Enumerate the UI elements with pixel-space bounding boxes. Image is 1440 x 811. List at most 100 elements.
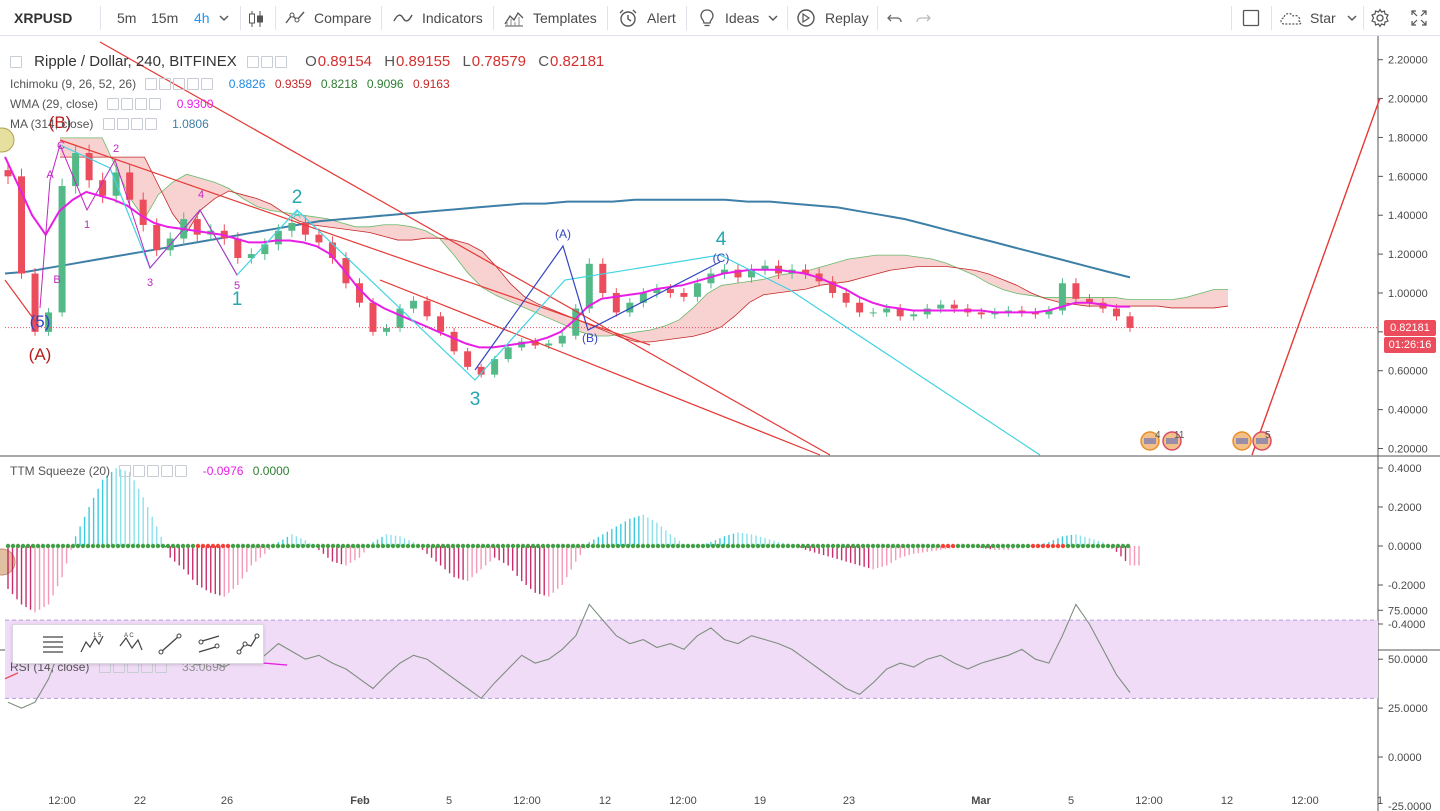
squeeze-dot [1080, 543, 1086, 549]
squeeze-dot [460, 543, 466, 549]
squeeze-dot [325, 543, 331, 549]
undo-button[interactable] [886, 0, 906, 36]
time-axis-label: 26 [221, 795, 233, 807]
event-count: 5 [1265, 430, 1271, 441]
chart-canvas[interactable]: 2.20000 2.00000 1.80000 1.60000 1.40000 1.200… [0, 36, 1440, 811]
squeeze-dot [415, 543, 421, 549]
squeeze-dot [145, 543, 151, 549]
rsi-tick-label: 50.0000 [1388, 654, 1428, 666]
replay-icon [797, 9, 815, 27]
settings-button[interactable] [1370, 0, 1392, 36]
squeeze-dot [870, 543, 876, 549]
candle-body [707, 273, 715, 284]
squeeze-dot [15, 543, 21, 549]
redo-button[interactable] [914, 0, 934, 36]
price-tick-label: 2.20000 [1388, 55, 1428, 67]
squeeze-dot [610, 543, 616, 549]
squeeze-dot [760, 543, 766, 549]
squeeze-dot [370, 543, 376, 549]
tool-path[interactable] [228, 625, 266, 663]
fullscreen-toggle-button[interactable] [1242, 0, 1262, 36]
squeeze-dot [1115, 543, 1121, 549]
squeeze-dot [225, 543, 231, 549]
interval-5m[interactable]: 5m [117, 10, 137, 26]
interval-dropdown[interactable] [218, 0, 230, 36]
rsi-line [7, 603, 1131, 709]
squeeze-dot [45, 543, 51, 549]
time-axis-label: 12:00 [669, 795, 697, 807]
candlesticks [4, 144, 1134, 378]
squeeze-dot [185, 543, 191, 549]
save-layout-button[interactable]: Star [1278, 0, 1360, 36]
chart-style-button[interactable] [246, 0, 268, 36]
ichimoku-lead-a: 0.9096 [366, 77, 404, 91]
interval-4h[interactable]: 4h [194, 10, 210, 26]
impulse-wave-icon: 1 5 [80, 633, 104, 653]
tool-fib-levels[interactable] [33, 625, 71, 663]
ma-value: 1.0806 [172, 117, 209, 131]
symbol-search[interactable]: XRPUSD [14, 10, 73, 26]
indicator-controls[interactable] [119, 465, 189, 480]
ichimoku-lead-b: 0.9163 [412, 77, 450, 91]
squeeze-dot [10, 543, 16, 549]
time-axis-label: 19 [754, 795, 766, 807]
chart-area[interactable]: 2.20000 2.00000 1.80000 1.60000 1.40000 1.200… [0, 36, 1440, 811]
indicators-button[interactable]: Indicators [392, 0, 492, 36]
candle-body [369, 302, 377, 332]
collapse-icon[interactable] [10, 55, 24, 72]
square-icon [1242, 9, 1260, 27]
squeeze-dot [135, 543, 141, 549]
templates-button[interactable]: Templates [503, 0, 603, 36]
indicator-controls[interactable] [102, 118, 159, 133]
ttm-tick-label: -0.4000 [1388, 619, 1425, 631]
ttm-legend: TTM Squeeze (20) -0.0976 0.0000 [10, 464, 289, 480]
tool-trend-line[interactable] [150, 625, 188, 663]
squeeze-dot [840, 543, 846, 549]
channel-icon [198, 635, 220, 653]
squeeze-dot [820, 543, 826, 549]
main-series-legend: Ripple / Dollar, 240, BITFINEX O0.89154 … [10, 53, 604, 72]
time-axis-label: Feb [350, 795, 370, 807]
squeeze-dot [690, 543, 696, 549]
flag-icon [1144, 438, 1156, 444]
squeeze-dot [960, 543, 966, 549]
maximize-button[interactable] [1410, 0, 1430, 36]
trend-line [4, 279, 39, 326]
squeeze-dot [730, 543, 736, 549]
tool-elliott-impulse[interactable]: 1 5 [72, 625, 110, 663]
toolbar-divider [240, 6, 241, 30]
squeeze-dot [480, 543, 486, 549]
compare-button[interactable]: Compare [284, 0, 374, 36]
squeeze-dot [625, 543, 631, 549]
squeeze-dot [845, 543, 851, 549]
squeeze-dot [985, 543, 991, 549]
minor-wave-label: 3 [147, 277, 153, 289]
wave-label: (B) [49, 113, 72, 132]
squeeze-dot [425, 543, 431, 549]
squeeze-dot [130, 543, 136, 549]
tool-parallel-channel[interactable] [189, 625, 227, 663]
alert-button[interactable]: Alert [617, 0, 687, 36]
time-axis-label: 23 [843, 795, 855, 807]
candle-body [126, 172, 134, 200]
squeeze-dot [155, 543, 161, 549]
candle-body [883, 308, 891, 313]
squeeze-dot [390, 543, 396, 549]
indicator-controls[interactable] [145, 78, 215, 93]
squeeze-dot [250, 543, 256, 549]
interval-15m[interactable]: 15m [151, 10, 179, 26]
squeeze-dot [445, 543, 451, 549]
tool-elliott-correction[interactable]: A C [111, 625, 149, 663]
ideas-button[interactable]: Ideas [697, 0, 783, 36]
squeeze-dot [455, 543, 461, 549]
price-tick-label: 1.60000 [1388, 171, 1428, 183]
drawing-tools-toolbar: 1 5 A C [12, 624, 264, 664]
alarm-clock-icon [619, 9, 637, 27]
toolbar-divider [787, 6, 788, 30]
series-controls[interactable] [246, 55, 289, 72]
replay-button[interactable]: Replay [795, 0, 875, 36]
squeeze-dot [505, 543, 511, 549]
ichimoku-legend: Ichimoku (9, 26, 52, 26) 0.8826 0.9359 0… [10, 77, 450, 93]
indicator-controls[interactable] [107, 98, 163, 113]
squeeze-dot [1120, 543, 1126, 549]
